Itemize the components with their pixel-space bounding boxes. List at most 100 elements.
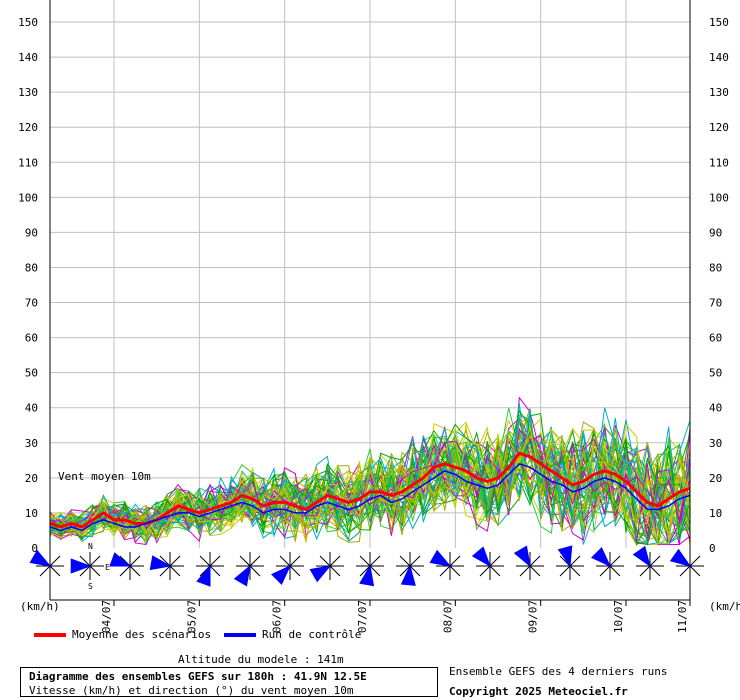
y-tick-right: 40	[709, 402, 722, 415]
wind-direction-marker	[429, 549, 464, 580]
unit-left: (km/h)	[20, 600, 60, 613]
y-tick-left: 60	[25, 332, 38, 345]
wind-direction-marker	[513, 545, 544, 580]
y-tick-left: 150	[18, 16, 38, 29]
legend-label-mean: Moyenne des scénarios	[72, 628, 212, 641]
y-tick-left: 30	[25, 437, 38, 450]
y-tick-right: 30	[709, 437, 722, 450]
y-tick-left: 100	[18, 191, 38, 204]
wind-direction-wedge	[70, 558, 92, 574]
y-tick-left: 130	[18, 86, 38, 99]
ensemble-member-line	[49, 414, 691, 545]
wind-direction-marker	[471, 546, 504, 580]
y-tick-right: 120	[709, 121, 729, 134]
compass-n: N	[88, 542, 93, 551]
y-tick-right: 0	[709, 542, 716, 555]
y-tick-right: 80	[709, 261, 722, 274]
wind-direction-wedge	[29, 549, 52, 567]
wind-direction-wedge	[271, 564, 292, 585]
y-tick-right: 130	[709, 86, 729, 99]
x-tick-date: 04/07	[100, 600, 113, 633]
x-tick-date: 08/07	[441, 600, 454, 633]
x-tick-date: 09/07	[527, 600, 540, 633]
model-altitude: Altitude du modele : 141m	[178, 653, 344, 666]
wind-direction-marker	[149, 552, 184, 580]
x-tick-date: 11/07	[676, 600, 689, 633]
y-tick-right: 20	[709, 472, 722, 485]
wind-direction-marker	[591, 547, 624, 580]
wind-direction-marker	[556, 545, 584, 580]
y-tick-left: 110	[18, 156, 38, 169]
wind-direction-marker	[70, 552, 104, 580]
legend-label-control: Run de contrôle	[262, 628, 362, 641]
y-tick-right: 10	[709, 507, 722, 520]
ensemble-member-line	[49, 396, 691, 546]
runs-note: Ensemble GEFS des 4 derniers runs	[449, 665, 668, 678]
x-tick-date: 05/07	[185, 600, 198, 633]
wind-direction-marker	[396, 552, 424, 586]
y-tick-right: 60	[709, 332, 722, 345]
series-annotation: Vent moyen 10m	[58, 470, 151, 483]
control-series-line	[49, 462, 691, 532]
wind-direction-wedge	[632, 545, 651, 568]
wind-direction-row	[29, 545, 704, 587]
wind-direction-marker	[233, 552, 264, 587]
unit-right: (km/h)	[709, 600, 740, 613]
y-tick-right: 90	[709, 226, 722, 239]
chart-info-box: Diagramme des ensembles GEFS sur 180h : …	[20, 667, 438, 697]
wind-direction-wedge	[233, 564, 251, 587]
wind-direction-marker	[271, 552, 304, 585]
x-tick-date: 10/07	[612, 600, 625, 633]
wind-direction-wedge	[196, 564, 211, 587]
ensemble-member-line	[49, 430, 691, 545]
ensemble-member-line	[49, 444, 691, 534]
wind-direction-wedge	[429, 549, 452, 567]
wind-direction-wedge	[359, 564, 375, 587]
wind-direction-wedge	[557, 545, 573, 568]
ensemble-member-line	[49, 426, 691, 545]
wind-direction-wedge	[591, 547, 612, 568]
y-tick-right: 50	[709, 367, 722, 380]
compass-s: S	[88, 582, 93, 591]
legend-swatch-control	[224, 632, 256, 637]
wind-direction-marker	[632, 545, 664, 580]
legend-item-mean: Moyenne des scénarios	[34, 628, 211, 641]
compass-e: E	[105, 563, 110, 572]
wind-direction-wedge	[149, 555, 172, 571]
wind-direction-wedge	[513, 545, 531, 568]
series-lines	[49, 451, 691, 532]
y-tick-left: 80	[25, 261, 38, 274]
y-tick-right: 140	[709, 51, 729, 64]
ensemble-member-line	[49, 407, 691, 546]
wind-direction-wedge	[309, 565, 332, 583]
wind-direction-marker	[309, 552, 344, 583]
y-tick-left: 120	[18, 121, 38, 134]
y-tick-left: 90	[25, 226, 38, 239]
ensemble-member-line	[49, 434, 691, 538]
chart: 0 0 10 10 20 20 30 30 40 40 50 50 60 60 70 70 80 80 90 90 10…	[18, 0, 740, 633]
y-tick-left: 40	[25, 402, 38, 415]
y-tick-left: 140	[18, 51, 38, 64]
legend-item-control: Run de contrôle	[224, 628, 361, 641]
wind-direction-marker	[29, 549, 64, 580]
y-tick-left: 10	[25, 507, 38, 520]
wind-direction-marker	[356, 552, 384, 587]
wind-direction-wedge	[109, 552, 132, 567]
ensemble-members	[49, 396, 691, 547]
wind-direction-wedge	[400, 564, 416, 586]
wind-direction-marker	[196, 552, 224, 587]
y-tick-left: 70	[25, 297, 38, 310]
y-tick-right: 150	[709, 16, 729, 29]
copyright: Copyright 2025 Meteociel.fr	[449, 685, 628, 698]
y-tick-left: 0	[31, 542, 38, 555]
wind-direction-wedge	[669, 548, 692, 567]
chart-title: Diagramme des ensembles GEFS sur 180h : …	[29, 670, 367, 683]
wind-direction-wedge	[471, 546, 491, 568]
y-tick-right: 70	[709, 297, 722, 310]
axes: 0 0 10 10 20 20 30 30 40 40 50 50 60 60 70 70 80 80 90 90 10…	[18, 0, 729, 633]
y-tick-right: 110	[709, 156, 729, 169]
wind-direction-marker	[109, 552, 144, 580]
legend-swatch-mean	[34, 632, 66, 637]
chart-subtitle: Vitesse (km/h) et direction (°) du vent …	[29, 684, 354, 697]
x-tick-date: 07/07	[356, 600, 369, 633]
